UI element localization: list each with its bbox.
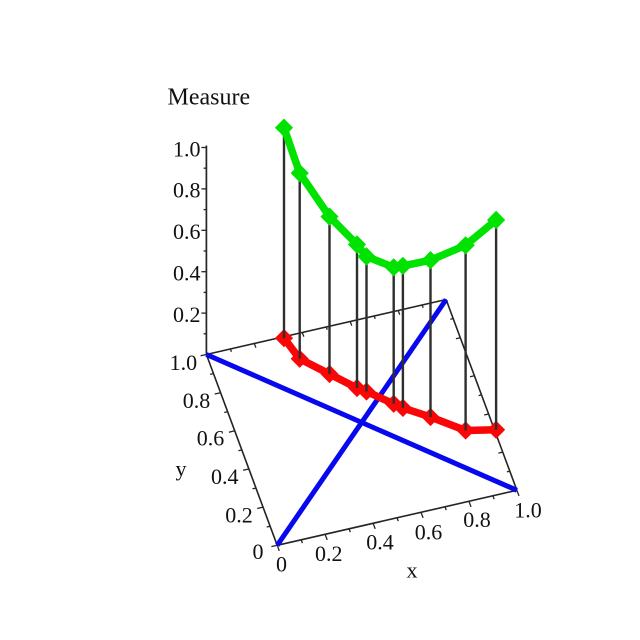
svg-text:0.2: 0.2: [225, 502, 253, 527]
svg-text:0: 0: [253, 539, 264, 564]
svg-text:0.6: 0.6: [173, 219, 201, 244]
svg-text:y: y: [176, 456, 187, 481]
svg-text:0: 0: [276, 551, 287, 576]
svg-text:1.0: 1.0: [173, 136, 201, 161]
svg-text:1.0: 1.0: [170, 350, 198, 375]
svg-text:0.6: 0.6: [197, 426, 225, 451]
svg-text:0.6: 0.6: [415, 519, 443, 544]
svg-text:0.8: 0.8: [463, 507, 491, 532]
svg-text:1.0: 1.0: [514, 497, 542, 522]
svg-text:0.8: 0.8: [183, 388, 211, 413]
svg-text:0.8: 0.8: [173, 178, 201, 203]
svg-text:0.4: 0.4: [211, 464, 239, 489]
svg-text:0.2: 0.2: [173, 302, 201, 327]
svg-text:Measure: Measure: [168, 84, 251, 110]
svg-text:x: x: [407, 557, 418, 582]
svg-text:0.2: 0.2: [315, 541, 343, 566]
svg-text:0.4: 0.4: [173, 261, 201, 286]
svg-text:0.4: 0.4: [366, 529, 394, 554]
